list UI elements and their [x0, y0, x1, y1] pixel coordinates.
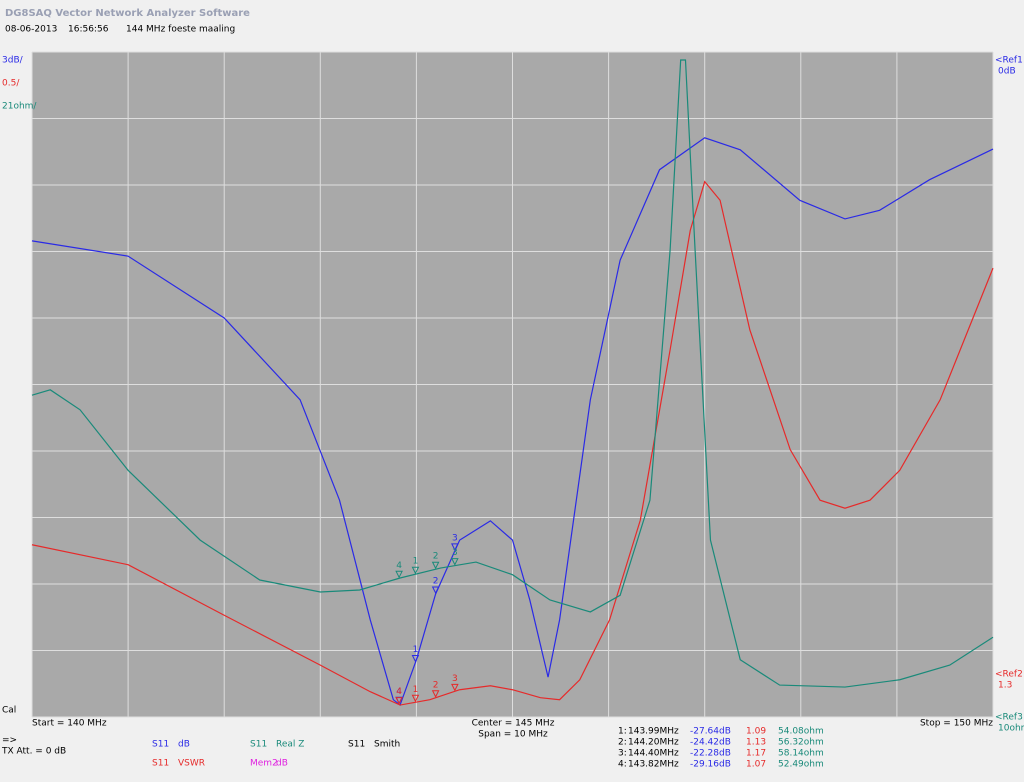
legend-name: VSWR	[178, 759, 205, 769]
scale-label: 0.5/	[2, 79, 20, 89]
marker	[451, 558, 459, 566]
marker-id: 4	[396, 687, 402, 697]
marker-table-id: 1:	[618, 727, 627, 737]
legend-name: dB	[178, 740, 190, 750]
center: Center = 145 MHz	[472, 719, 555, 729]
marker-id: 4	[396, 687, 402, 697]
start: Start = 140 MHz	[32, 719, 107, 729]
stop: Stop = 150 MHz	[920, 719, 993, 729]
marker-table-id: 3:	[618, 749, 627, 759]
marker-id: 3	[452, 548, 458, 558]
legend-name: Real Z	[276, 740, 304, 750]
ref-name: <Ref1	[995, 56, 1023, 66]
ref-value: 0dB	[998, 67, 1016, 77]
marker-id: 1	[413, 557, 419, 567]
note: 144 MHz foeste maaling	[126, 25, 235, 35]
marker	[451, 543, 459, 552]
marker-table-id: 2:	[618, 738, 627, 748]
marker-id: 2	[433, 552, 439, 562]
marker-table-db: -24.42dB	[690, 738, 731, 748]
marker-table-z: 54.08ohm	[778, 727, 824, 737]
legend-param: Mem2	[250, 759, 278, 769]
marker	[451, 683, 459, 692]
marker	[411, 694, 420, 703]
ref-name: <Ref2	[995, 670, 1023, 680]
app-title: DG8SAQ Vector Network Analyzer Software	[5, 8, 250, 19]
ref-value: 1.3	[998, 681, 1012, 691]
date: 08-06-2013	[5, 25, 57, 35]
legend-name: dB	[276, 759, 288, 769]
marker-id: 2	[433, 680, 439, 690]
marker-table-z: 56.32ohm	[778, 738, 824, 748]
marker-table-id: 4:	[618, 760, 627, 770]
ref-value: 10ohm	[998, 724, 1024, 734]
marker-id: 3	[452, 533, 458, 543]
marker-table-db: -27.64dB	[690, 727, 731, 737]
marker	[411, 566, 420, 575]
marker-id: 2	[433, 576, 439, 586]
marker-id: 3	[452, 674, 458, 684]
marker-table-vswr: 1.07	[746, 760, 766, 770]
scale-label: 21ohm/	[2, 102, 37, 112]
trace	[31, 137, 994, 707]
span: Span = 10 MHz	[478, 730, 548, 740]
marker-table-db: -29.16dB	[690, 760, 731, 770]
marker-table-vswr: 1.09	[746, 727, 766, 737]
trace	[31, 59, 994, 688]
marker	[431, 586, 440, 595]
marker	[395, 697, 403, 705]
marker	[395, 570, 403, 579]
marker-id: 1	[413, 685, 419, 695]
marker	[431, 561, 440, 570]
marker-table-z: 58.14ohm	[778, 749, 824, 759]
time: 16:56:56	[68, 25, 109, 35]
trace	[31, 180, 994, 706]
marker-table-freq: 144.40MHz	[628, 749, 679, 759]
marker-table-freq: 144.20MHz	[628, 738, 679, 748]
tx-att: TX Att. = 0 dB	[1, 747, 66, 757]
marker-id: 4	[396, 561, 402, 571]
marker-table-db: -22.28dB	[690, 749, 731, 759]
marker-id: 1	[413, 645, 419, 655]
marker-table-vswr: 1.13	[746, 738, 766, 748]
marker-table-vswr: 1.17	[746, 749, 766, 759]
arrow: =>	[2, 736, 17, 746]
scale-label: 3dB/	[2, 56, 24, 66]
cal: Cal	[2, 706, 16, 716]
marker-table-z: 52.49ohm	[778, 760, 824, 770]
legend-param: S11	[348, 740, 365, 750]
legend-name: Smith	[374, 740, 400, 750]
legend-param: S11	[152, 759, 169, 769]
marker-table-freq: 143.99MHz	[628, 727, 679, 737]
legend-param: S11	[152, 740, 169, 750]
marker	[411, 654, 420, 663]
legend-param: S11	[250, 740, 267, 750]
ref-name: <Ref3	[995, 713, 1023, 723]
marker-table-freq: 143.82MHz	[628, 760, 679, 770]
marker	[431, 690, 440, 698]
